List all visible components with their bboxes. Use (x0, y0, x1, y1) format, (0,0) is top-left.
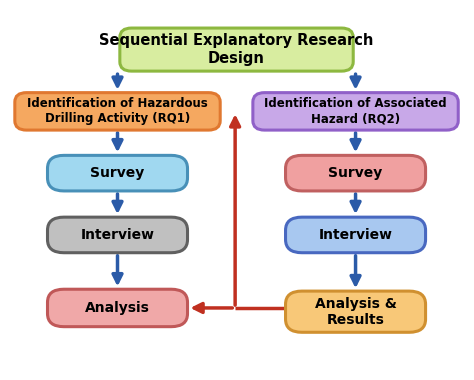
FancyBboxPatch shape (285, 291, 426, 332)
Text: Analysis &
Results: Analysis & Results (315, 297, 396, 327)
FancyBboxPatch shape (285, 217, 426, 253)
FancyBboxPatch shape (120, 28, 353, 71)
FancyBboxPatch shape (15, 93, 220, 130)
Text: Sequential Explanatory Research
Design: Sequential Explanatory Research Design (100, 33, 374, 66)
Text: Survey: Survey (91, 166, 145, 180)
FancyBboxPatch shape (47, 217, 188, 253)
Text: Survey: Survey (328, 166, 383, 180)
FancyBboxPatch shape (47, 155, 188, 191)
Text: Analysis: Analysis (85, 301, 150, 315)
Text: Identification of Hazardous
Drilling Activity (RQ1): Identification of Hazardous Drilling Act… (27, 97, 208, 125)
FancyBboxPatch shape (47, 289, 188, 327)
Text: Interview: Interview (81, 228, 155, 242)
FancyBboxPatch shape (253, 93, 458, 130)
Text: Interview: Interview (319, 228, 392, 242)
Text: Identification of Associated
Hazard (RQ2): Identification of Associated Hazard (RQ2… (264, 97, 447, 125)
FancyBboxPatch shape (285, 155, 426, 191)
